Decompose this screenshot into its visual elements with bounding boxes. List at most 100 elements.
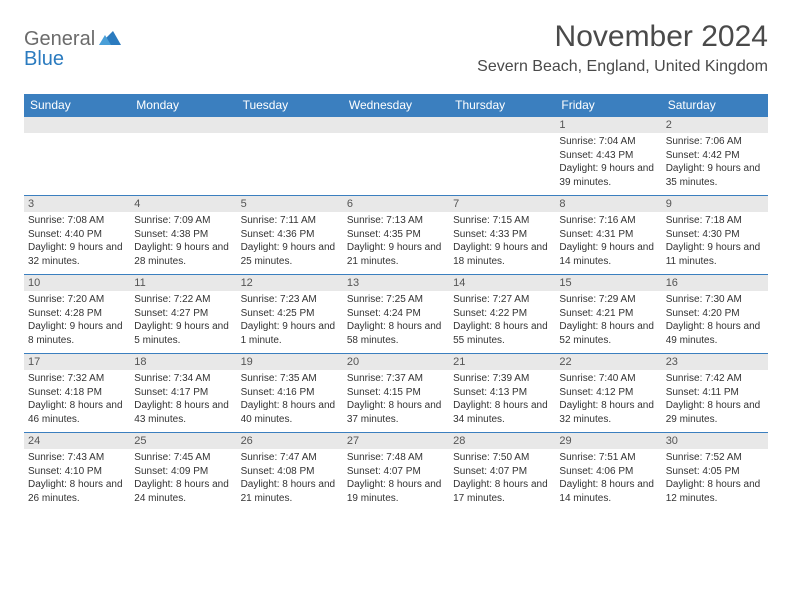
calendar-body: 1Sunrise: 7:04 AMSunset: 4:43 PMDaylight… (24, 117, 768, 512)
day-content: Sunrise: 7:13 AMSunset: 4:35 PMDaylight:… (343, 212, 449, 274)
day-content: Sunrise: 7:16 AMSunset: 4:31 PMDaylight:… (555, 212, 661, 274)
day-cell: 24Sunrise: 7:43 AMSunset: 4:10 PMDayligh… (24, 433, 130, 512)
daylight-text: Daylight: 8 hours and 49 minutes. (666, 320, 764, 347)
day-content: Sunrise: 7:42 AMSunset: 4:11 PMDaylight:… (662, 370, 768, 432)
day-cell: 12Sunrise: 7:23 AMSunset: 4:25 PMDayligh… (237, 275, 343, 354)
day-cell: 19Sunrise: 7:35 AMSunset: 4:16 PMDayligh… (237, 354, 343, 433)
sunset-text: Sunset: 4:11 PM (666, 386, 764, 400)
day-cell: 22Sunrise: 7:40 AMSunset: 4:12 PMDayligh… (555, 354, 661, 433)
day-number: 22 (555, 354, 661, 370)
col-friday: Friday (555, 94, 661, 117)
sunrise-text: Sunrise: 7:39 AM (453, 372, 551, 386)
sunrise-text: Sunrise: 7:34 AM (134, 372, 232, 386)
day-number: 7 (449, 196, 555, 212)
day-cell (24, 117, 130, 196)
day-cell: 1Sunrise: 7:04 AMSunset: 4:43 PMDaylight… (555, 117, 661, 196)
day-cell: 21Sunrise: 7:39 AMSunset: 4:13 PMDayligh… (449, 354, 555, 433)
daylight-text: Daylight: 8 hours and 19 minutes. (347, 478, 445, 505)
day-number: 30 (662, 433, 768, 449)
day-cell: 5Sunrise: 7:11 AMSunset: 4:36 PMDaylight… (237, 196, 343, 275)
sunrise-text: Sunrise: 7:37 AM (347, 372, 445, 386)
week-row: 17Sunrise: 7:32 AMSunset: 4:18 PMDayligh… (24, 354, 768, 433)
sunset-text: Sunset: 4:21 PM (559, 307, 657, 321)
day-cell: 30Sunrise: 7:52 AMSunset: 4:05 PMDayligh… (662, 433, 768, 512)
day-number: 10 (24, 275, 130, 291)
daylight-text: Daylight: 9 hours and 25 minutes. (241, 241, 339, 268)
day-content: Sunrise: 7:22 AMSunset: 4:27 PMDaylight:… (130, 291, 236, 353)
day-cell: 9Sunrise: 7:18 AMSunset: 4:30 PMDaylight… (662, 196, 768, 275)
page-header: General November 2024 Severn Beach, Engl… (24, 20, 768, 76)
sunset-text: Sunset: 4:15 PM (347, 386, 445, 400)
day-cell: 10Sunrise: 7:20 AMSunset: 4:28 PMDayligh… (24, 275, 130, 354)
daylight-text: Daylight: 9 hours and 5 minutes. (134, 320, 232, 347)
daylight-text: Daylight: 8 hours and 12 minutes. (666, 478, 764, 505)
daylight-text: Daylight: 8 hours and 21 minutes. (241, 478, 339, 505)
day-number: 12 (237, 275, 343, 291)
sunset-text: Sunset: 4:13 PM (453, 386, 551, 400)
day-content: Sunrise: 7:51 AMSunset: 4:06 PMDaylight:… (555, 449, 661, 511)
day-cell: 25Sunrise: 7:45 AMSunset: 4:09 PMDayligh… (130, 433, 236, 512)
day-cell: 7Sunrise: 7:15 AMSunset: 4:33 PMDaylight… (449, 196, 555, 275)
sunset-text: Sunset: 4:09 PM (134, 465, 232, 479)
sunrise-text: Sunrise: 7:48 AM (347, 451, 445, 465)
day-cell (449, 117, 555, 196)
logo-triangle-icon (99, 29, 121, 50)
daylight-text: Daylight: 9 hours and 35 minutes. (666, 162, 764, 189)
sunrise-text: Sunrise: 7:06 AM (666, 135, 764, 149)
col-saturday: Saturday (662, 94, 768, 117)
day-number: 26 (237, 433, 343, 449)
day-content: Sunrise: 7:04 AMSunset: 4:43 PMDaylight:… (555, 133, 661, 195)
daylight-text: Daylight: 9 hours and 18 minutes. (453, 241, 551, 268)
day-content: Sunrise: 7:23 AMSunset: 4:25 PMDaylight:… (237, 291, 343, 353)
sunrise-text: Sunrise: 7:16 AM (559, 214, 657, 228)
sunset-text: Sunset: 4:17 PM (134, 386, 232, 400)
sunrise-text: Sunrise: 7:52 AM (666, 451, 764, 465)
sunset-text: Sunset: 4:36 PM (241, 228, 339, 242)
sunrise-text: Sunrise: 7:18 AM (666, 214, 764, 228)
sunrise-text: Sunrise: 7:47 AM (241, 451, 339, 465)
daylight-text: Daylight: 8 hours and 17 minutes. (453, 478, 551, 505)
col-sunday: Sunday (24, 94, 130, 117)
col-thursday: Thursday (449, 94, 555, 117)
day-cell: 18Sunrise: 7:34 AMSunset: 4:17 PMDayligh… (130, 354, 236, 433)
sunset-text: Sunset: 4:06 PM (559, 465, 657, 479)
day-number: 11 (130, 275, 236, 291)
sunrise-text: Sunrise: 7:23 AM (241, 293, 339, 307)
day-content: Sunrise: 7:34 AMSunset: 4:17 PMDaylight:… (130, 370, 236, 432)
day-number: 6 (343, 196, 449, 212)
day-content: Sunrise: 7:52 AMSunset: 4:05 PMDaylight:… (662, 449, 768, 511)
day-cell: 8Sunrise: 7:16 AMSunset: 4:31 PMDaylight… (555, 196, 661, 275)
day-content: Sunrise: 7:37 AMSunset: 4:15 PMDaylight:… (343, 370, 449, 432)
day-number: 15 (555, 275, 661, 291)
day-content: Sunrise: 7:08 AMSunset: 4:40 PMDaylight:… (24, 212, 130, 274)
day-cell: 29Sunrise: 7:51 AMSunset: 4:06 PMDayligh… (555, 433, 661, 512)
day-content: Sunrise: 7:50 AMSunset: 4:07 PMDaylight:… (449, 449, 555, 511)
day-content (343, 133, 449, 195)
sunset-text: Sunset: 4:07 PM (453, 465, 551, 479)
sunset-text: Sunset: 4:27 PM (134, 307, 232, 321)
sunrise-text: Sunrise: 7:20 AM (28, 293, 126, 307)
sunrise-text: Sunrise: 7:29 AM (559, 293, 657, 307)
day-cell: 20Sunrise: 7:37 AMSunset: 4:15 PMDayligh… (343, 354, 449, 433)
title-block: November 2024 Severn Beach, England, Uni… (477, 20, 768, 76)
day-content: Sunrise: 7:20 AMSunset: 4:28 PMDaylight:… (24, 291, 130, 353)
sunset-text: Sunset: 4:31 PM (559, 228, 657, 242)
sunset-text: Sunset: 4:43 PM (559, 149, 657, 163)
day-number: 18 (130, 354, 236, 370)
sunrise-text: Sunrise: 7:32 AM (28, 372, 126, 386)
day-number: 21 (449, 354, 555, 370)
day-content: Sunrise: 7:18 AMSunset: 4:30 PMDaylight:… (662, 212, 768, 274)
daylight-text: Daylight: 9 hours and 32 minutes. (28, 241, 126, 268)
sunset-text: Sunset: 4:18 PM (28, 386, 126, 400)
day-number: 19 (237, 354, 343, 370)
sunset-text: Sunset: 4:05 PM (666, 465, 764, 479)
day-number: 28 (449, 433, 555, 449)
day-number: 9 (662, 196, 768, 212)
day-number: 23 (662, 354, 768, 370)
week-row: 3Sunrise: 7:08 AMSunset: 4:40 PMDaylight… (24, 196, 768, 275)
day-content: Sunrise: 7:27 AMSunset: 4:22 PMDaylight:… (449, 291, 555, 353)
day-content (130, 133, 236, 195)
day-cell (130, 117, 236, 196)
day-content: Sunrise: 7:40 AMSunset: 4:12 PMDaylight:… (555, 370, 661, 432)
daylight-text: Daylight: 8 hours and 58 minutes. (347, 320, 445, 347)
